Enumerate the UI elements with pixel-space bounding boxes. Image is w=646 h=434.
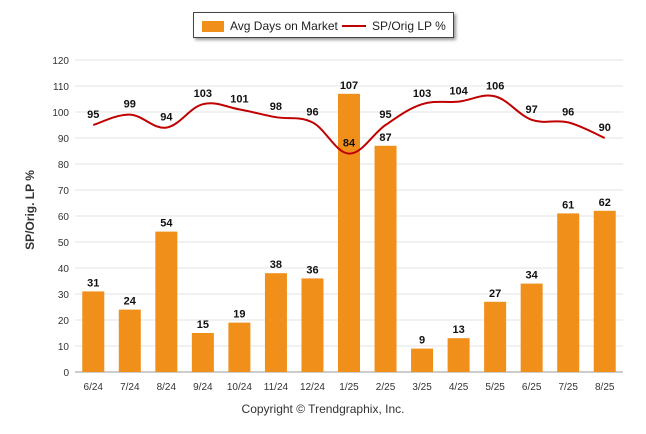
bar-label-14: 62 [599, 197, 611, 209]
bar-label-1: 24 [124, 296, 137, 308]
legend: Avg Days on Market SP/Orig LP % [193, 12, 454, 38]
line-data-labels: 95 99 94 103 101 98 96 84 95 103 104 106 97 96 90 [87, 80, 611, 149]
line-label-4: 101 [230, 93, 248, 105]
x-tick-label-12: 6/25 [522, 382, 542, 393]
y-tick-label-90: 90 [58, 134, 70, 145]
bar-6/24 [82, 291, 105, 372]
bar-4/25 [447, 338, 470, 372]
x-tick-label-2: 8/24 [157, 382, 177, 393]
x-tick-label-9: 3/25 [412, 382, 432, 393]
line-label-12: 97 [526, 104, 538, 116]
bar-series [82, 93, 616, 373]
bar-label-4: 19 [233, 309, 245, 321]
y-tick-label-20: 20 [58, 316, 70, 327]
bar-label-9: 9 [419, 335, 425, 347]
line-label-10: 104 [449, 86, 468, 98]
line-label-5: 98 [270, 101, 282, 113]
line-label-8: 95 [379, 109, 391, 121]
x-tick-label-0: 6/24 [84, 382, 104, 393]
x-tick-label-13: 7/25 [558, 382, 578, 393]
line-label-0: 95 [87, 109, 99, 121]
legend-line-swatch [342, 25, 366, 27]
y-tick-label-30: 30 [58, 290, 70, 301]
bar-5/25 [484, 301, 507, 372]
y-tick-label-120: 120 [52, 56, 69, 67]
line-label-7: 84 [343, 138, 356, 150]
legend-item-line[interactable]: SP/Orig LP % [342, 19, 446, 33]
x-tick-label-3: 9/24 [193, 382, 213, 393]
line-label-1: 99 [124, 99, 136, 111]
y-tick-label-100: 100 [52, 108, 69, 119]
y-tick-label-80: 80 [58, 160, 70, 171]
y-tick-label-60: 60 [58, 212, 70, 223]
legend-label-line: SP/Orig LP % [372, 19, 446, 33]
bar-label-13: 61 [562, 199, 574, 211]
line-label-14: 90 [599, 122, 611, 134]
legend-bar-swatch [202, 20, 224, 32]
bar-10/24 [228, 322, 251, 372]
legend-item-bar[interactable]: Avg Days on Market [202, 19, 338, 33]
y-tick-label-0: 0 [63, 368, 69, 379]
x-axis: 6/24 7/24 8/24 9/24 10/24 11/24 12/24 1/25 2/25 3… [84, 382, 615, 393]
bar-2/25 [374, 145, 397, 372]
bar-data-labels: 31 24 54 15 19 38 36 107 87 9 13 27 34 61 62 [87, 80, 611, 347]
bar-6/25 [520, 283, 543, 372]
bar-label-8: 87 [379, 132, 391, 144]
line-label-9: 103 [413, 88, 431, 100]
bar-label-10: 13 [452, 324, 464, 336]
legend-label-bar: Avg Days on Market [230, 19, 338, 33]
bar-label-12: 34 [526, 270, 539, 282]
bar-11/24 [264, 273, 287, 372]
bar-label-6: 36 [306, 264, 318, 276]
sp-orig-lp-line [92, 94, 606, 155]
y-axis-label: SP/Orig. LP % [23, 170, 37, 250]
copyright-text: Copyright © Trendgraphix, Inc. [241, 402, 405, 416]
bar-7/25 [557, 213, 580, 372]
bar-label-7: 107 [340, 80, 358, 92]
bar-8/24 [155, 231, 178, 372]
x-tick-label-10: 4/25 [449, 382, 469, 393]
line-label-3: 103 [194, 88, 212, 100]
x-tick-label-8: 2/25 [376, 382, 396, 393]
y-tick-label-70: 70 [58, 186, 70, 197]
bar-7/24 [118, 309, 141, 372]
line-label-6: 96 [306, 106, 318, 118]
bar-label-0: 31 [87, 277, 99, 289]
x-tick-label-7: 1/25 [339, 382, 359, 393]
bar-1/25 [338, 93, 360, 373]
bar-3/25 [411, 348, 434, 372]
line-series [92, 94, 606, 155]
bar-label-2: 54 [160, 218, 173, 230]
bar-label-3: 15 [197, 319, 209, 331]
line-label-11: 106 [486, 80, 504, 92]
y-tick-label-50: 50 [58, 238, 70, 249]
x-tick-label-4: 10/24 [227, 382, 252, 393]
bar-12/24 [301, 278, 324, 372]
x-tick-label-6: 12/24 [300, 382, 325, 393]
bar-8/25 [593, 210, 616, 372]
y-axis: 0 10 20 30 40 50 60 70 80 90 100 110 120 [52, 56, 69, 379]
line-label-2: 94 [160, 112, 173, 124]
x-tick-label-11: 5/25 [485, 382, 505, 393]
bar-label-11: 27 [489, 288, 501, 300]
y-tick-label-10: 10 [58, 342, 70, 353]
x-tick-label-5: 11/24 [264, 382, 289, 393]
y-tick-label-40: 40 [58, 264, 70, 275]
bar-9/24 [191, 333, 214, 372]
x-tick-label-1: 7/24 [120, 382, 140, 393]
bar-label-5: 38 [270, 259, 282, 271]
line-label-13: 96 [562, 106, 574, 118]
y-tick-label-110: 110 [53, 82, 69, 93]
x-tick-label-14: 8/25 [595, 382, 615, 393]
